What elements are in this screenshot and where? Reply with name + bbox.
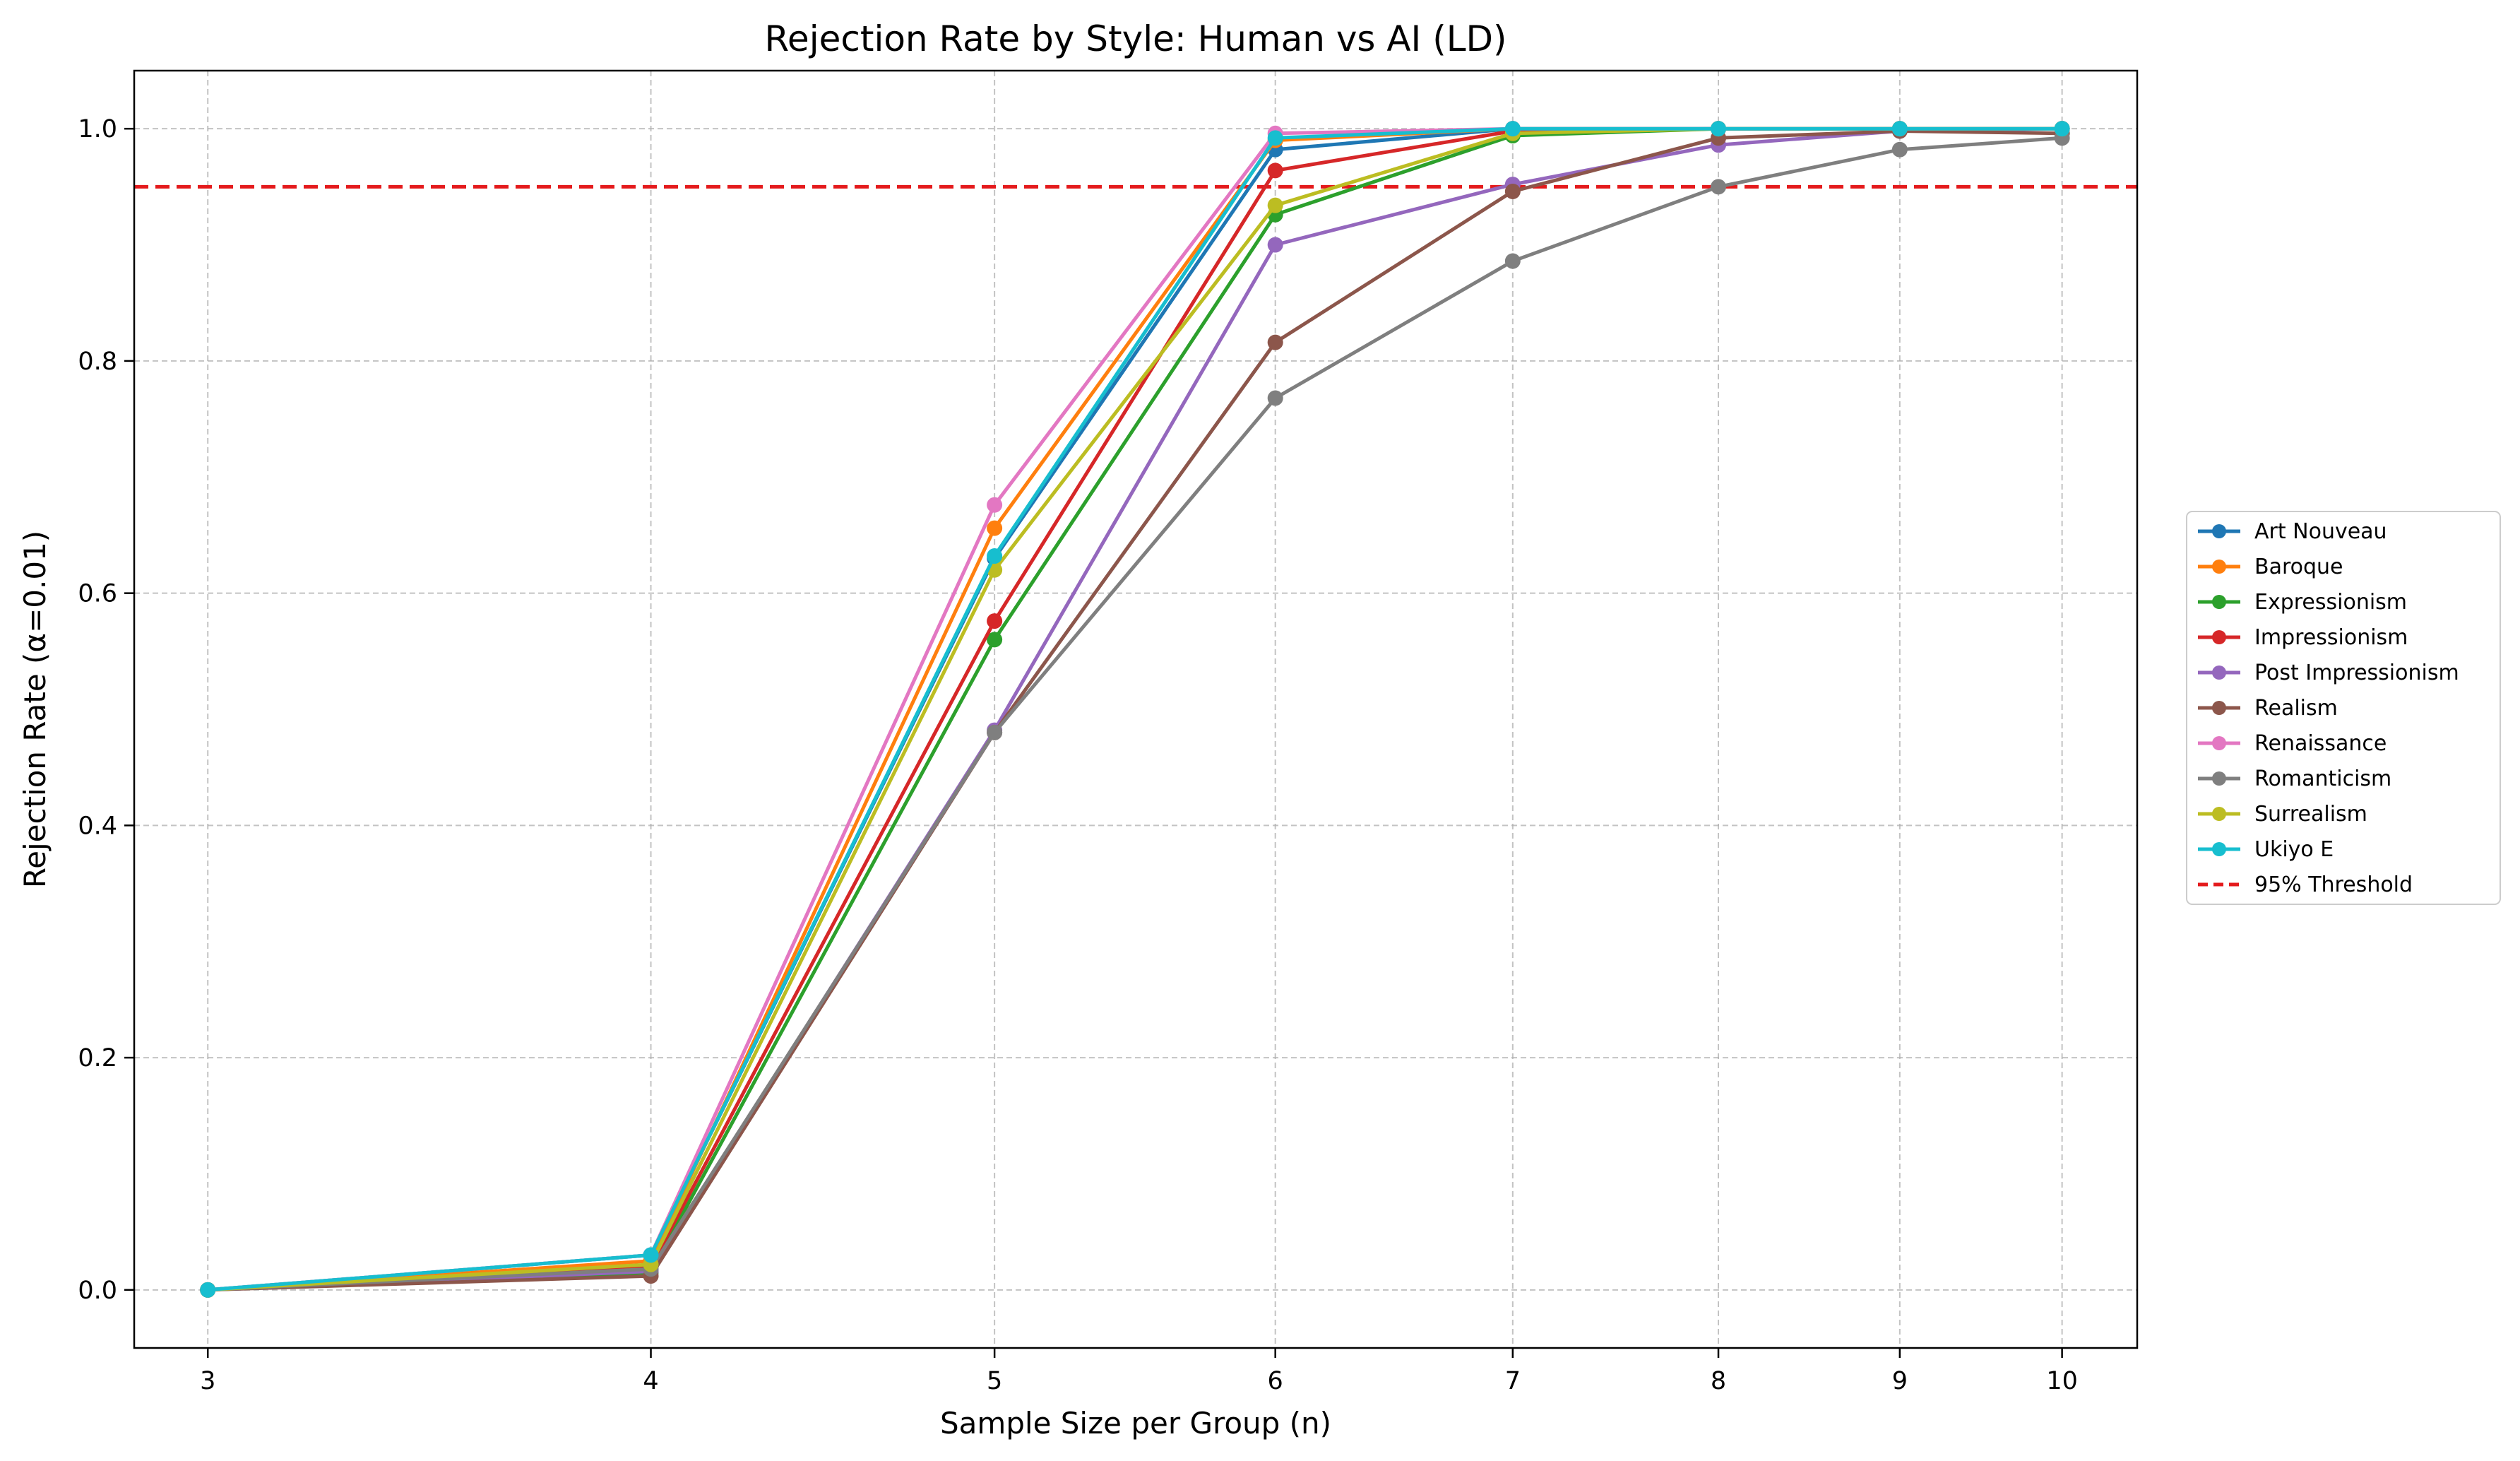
data-point [1267, 162, 1283, 179]
x-tick-label: 8 [1711, 1367, 1726, 1395]
y-tick-label: 0.0 [78, 1277, 117, 1305]
legend-label: Expressionism [2254, 590, 2407, 615]
data-point [1267, 390, 1283, 406]
legend-marker [2212, 807, 2226, 821]
data-point [1267, 334, 1283, 350]
plot-area-frame [133, 69, 2139, 1349]
x-axis-label: Sample Size per Group (n) [940, 1406, 1331, 1441]
legend-entry-baroque: Baroque [2198, 555, 2343, 579]
data-point [1504, 121, 1521, 137]
grid [134, 71, 2137, 1348]
series-layer [200, 121, 2070, 1298]
legend-marker [2212, 524, 2226, 538]
data-point [987, 613, 1003, 629]
legend-box [2186, 511, 2501, 905]
y-axis-label: Rejection Rate (α=0.01) [18, 531, 52, 888]
legend-label: Impressionism [2254, 625, 2408, 650]
y-axis: 0.0 0.2 0.4 0.6 0.8 1.0 [78, 115, 134, 1305]
legend-entry-ukiyo-e: Ukiyo E [2198, 837, 2334, 862]
data-point [1267, 130, 1283, 146]
data-point [987, 497, 1003, 513]
legend-label: 95% Threshold [2254, 873, 2413, 897]
y-tick-label: 0.2 [78, 1044, 117, 1072]
legend-label: Baroque [2254, 555, 2343, 579]
data-point [1267, 237, 1283, 253]
x-tick-label: 9 [1892, 1367, 1908, 1395]
x-tick-label: 4 [643, 1367, 658, 1395]
data-point [1267, 197, 1283, 213]
legend-marker [2212, 630, 2226, 644]
y-tick-label: 0.4 [78, 812, 117, 840]
x-tick-label: 10 [2046, 1367, 2078, 1395]
legend-marker [2212, 595, 2226, 609]
data-point [1711, 121, 1727, 137]
data-point [987, 632, 1003, 648]
legend-entry-renaissance: Renaissance [2198, 731, 2387, 756]
legend-label: Surrealism [2254, 802, 2367, 827]
legend-marker [2212, 842, 2226, 856]
legend-label: Realism [2254, 696, 2338, 721]
x-tick-label: 5 [987, 1367, 1002, 1395]
x-tick-label: 7 [1505, 1367, 1521, 1395]
y-tick-label: 0.8 [78, 348, 117, 376]
legend-marker [2212, 701, 2226, 715]
legend-marker [2212, 771, 2226, 786]
y-tick-label: 1.0 [78, 115, 117, 143]
chart-title: Rejection Rate by Style: Human vs AI (LD… [764, 18, 1506, 59]
data-point [1711, 179, 1727, 195]
data-point [987, 520, 1003, 536]
legend-marker [2212, 736, 2226, 750]
legend-entry-realism: Realism [2198, 696, 2338, 721]
legend-entry-impressionism: Impressionism [2198, 625, 2408, 650]
data-point [200, 1282, 216, 1298]
legend: Art Nouveau Baroque Expressionism Impressio… [2186, 511, 2501, 905]
legend-label: Ukiyo E [2254, 837, 2334, 862]
y-tick-label: 0.6 [78, 580, 117, 608]
x-axis: 3 4 5 6 7 8 9 10 [200, 1348, 2078, 1395]
legend-marker [2212, 560, 2226, 574]
legend-entry-expressionism: Expressionism [2198, 590, 2407, 615]
legend-label: Art Nouveau [2254, 519, 2387, 544]
data-point [987, 548, 1003, 564]
legend-entry-surrealism: Surrealism [2198, 802, 2367, 827]
legend-entry-art-nouveau: Art Nouveau [2198, 519, 2387, 544]
series-line [208, 129, 2062, 1292]
data-point [1891, 121, 1908, 137]
data-point [1504, 183, 1521, 199]
data-point [1891, 141, 1908, 158]
series-line [208, 126, 2062, 1292]
series-ukiyo-e [200, 121, 2070, 1298]
legend-label: Post Impressionism [2254, 661, 2459, 685]
legend-entry-95-threshold: 95% Threshold [2198, 873, 2413, 897]
series-line [208, 136, 2062, 1292]
data-point [1504, 253, 1521, 269]
legend-entry-post-impressionism: Post Impressionism [2198, 661, 2459, 685]
x-tick-label: 6 [1268, 1367, 1283, 1395]
legend-label: Renaissance [2254, 731, 2387, 756]
data-point [643, 1247, 659, 1263]
x-tick-label: 3 [200, 1367, 215, 1395]
legend-label: Romanticism [2254, 767, 2391, 791]
legend-entry-romanticism: Romanticism [2198, 767, 2391, 791]
legend-marker [2212, 666, 2226, 680]
data-point [2054, 121, 2070, 137]
data-point [987, 724, 1003, 740]
